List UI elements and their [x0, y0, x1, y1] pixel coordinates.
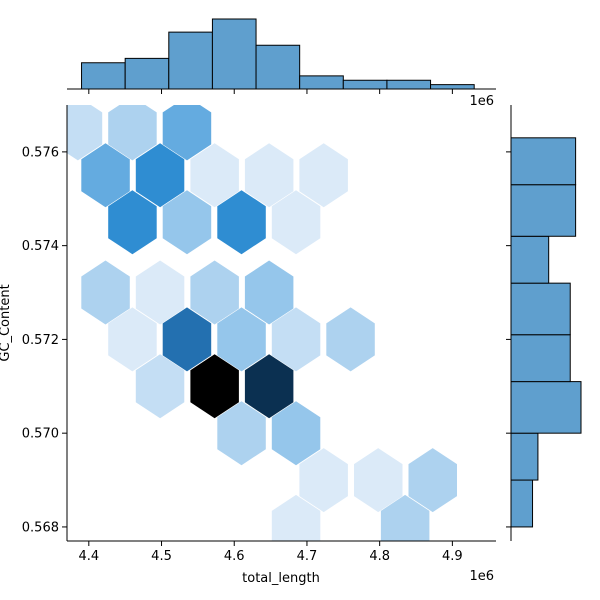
top-hist-bar [211, 18, 257, 90]
top-hist-bar [299, 75, 344, 90]
hexbin-cell [190, 143, 239, 208]
top-hist-bar [342, 79, 388, 90]
hexbin-cell [162, 105, 212, 161]
hexbin-cell [67, 105, 103, 161]
hexbin-cell [326, 307, 375, 372]
hexbin-cell [81, 143, 130, 208]
right-hist-bar [510, 432, 539, 481]
hexbin-layer [67, 105, 457, 541]
x-tick-label: 4.9 [442, 549, 463, 564]
x-axis-label: total_length [242, 571, 320, 586]
y-tick-label: 0.576 [22, 145, 59, 160]
hexbin-cell [108, 105, 157, 161]
x-tick-label: 4.7 [297, 549, 318, 564]
y-tick-label: 0.574 [22, 239, 59, 254]
right-hist-bar [510, 479, 534, 528]
x-tick-label: 4.6 [224, 549, 245, 564]
top-hist-bar [430, 84, 475, 90]
top-hist-bar [255, 44, 301, 90]
hexbin-cell [217, 401, 266, 466]
y-tick-label: 0.570 [22, 427, 59, 442]
right-hist-bar [510, 137, 577, 186]
top-hist-bar [124, 57, 170, 90]
hexbin-cell [217, 307, 266, 372]
hexbin-cell [271, 494, 321, 541]
hexbin-cell [299, 143, 348, 208]
hexbin-cell [244, 354, 294, 419]
y-tick-label: 0.568 [22, 520, 59, 535]
main-axes: 4.4 4.5 4.6 4.7 4.8 4.9 0.568 0.570 0.572 0.574 0.… [22, 105, 496, 564]
top-x-offset-text: 1e6 [469, 94, 494, 109]
hexbin-cell [244, 143, 294, 208]
right-hist-bar [510, 381, 582, 434]
top-hist-bar [386, 79, 432, 90]
top-hist-bar [168, 31, 213, 90]
hexbin-cell [299, 448, 348, 513]
right-hist-bar [510, 184, 577, 237]
hexbin-cell [190, 260, 239, 325]
hexbin-cell [190, 354, 239, 419]
hexbin-cell [217, 190, 266, 255]
y-tick-label: 0.572 [22, 333, 59, 348]
hexbin-cell [135, 143, 185, 208]
hexbin-cell [271, 190, 321, 255]
y-axis-label: GC_Content [0, 284, 13, 361]
right-hist-bar [510, 235, 550, 284]
hexbin-cell [162, 307, 212, 372]
hexbin-cell [271, 307, 321, 372]
hexbin-cell [135, 260, 185, 325]
hexbin-cell [244, 260, 294, 325]
hexbin-cell [354, 448, 403, 513]
x-offset-text: 1e6 [469, 569, 494, 584]
hexbin-cell [108, 307, 157, 372]
top-marginal-histogram [67, 18, 496, 94]
x-tick-label: 4.4 [78, 549, 99, 564]
top-hist-bar [81, 62, 126, 90]
hexbin-cell [135, 354, 185, 419]
hexbin-cell [81, 260, 130, 325]
hexbin-cell [380, 494, 430, 541]
hexbin-cell [162, 190, 212, 255]
hexbin-cell [271, 401, 321, 466]
x-tick-label: 4.5 [151, 549, 172, 564]
right-hist-bar [510, 334, 571, 383]
right-hist-bar [510, 282, 571, 336]
hexbin-cell [408, 448, 457, 513]
right-marginal-histogram [506, 105, 582, 541]
x-tick-label: 4.8 [369, 549, 390, 564]
hexbin-cell [108, 190, 157, 255]
